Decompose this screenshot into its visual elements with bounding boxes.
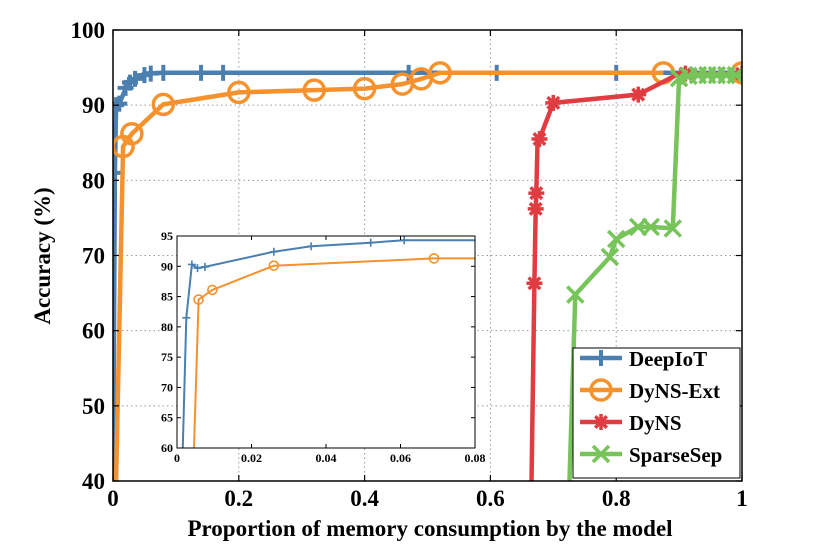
data-point-dyns xyxy=(526,275,543,292)
data-point-dyns-ext xyxy=(352,76,377,101)
inset-y-tick-label: 65 xyxy=(161,411,173,425)
y-tick-label: 70 xyxy=(82,244,105,269)
inset-y-tick-label: 70 xyxy=(161,380,173,394)
inset-y-tick-label: 90 xyxy=(161,259,173,273)
data-point-dyns-ext xyxy=(120,121,144,146)
legend-marker-sparsesep xyxy=(580,444,622,464)
legend-symbol xyxy=(593,414,609,430)
data-point-deepiot xyxy=(193,64,210,81)
x-tick-label: 0.2 xyxy=(224,486,253,511)
inset-y-tick-label: 60 xyxy=(161,441,173,455)
inset-x-tick-label: 0 xyxy=(174,451,180,465)
inset-data-point-deepiot xyxy=(187,260,196,269)
data-point-dyns xyxy=(527,200,544,217)
inset-y-tick-label: 95 xyxy=(161,229,173,243)
inset-data-point-deepiot xyxy=(269,247,278,256)
x-axis-label: Proportion of memory consumption by the … xyxy=(187,516,672,541)
legend-symbol xyxy=(593,350,609,366)
y-axis-label: Accuracy (%) xyxy=(30,187,55,324)
inset-data-point-dyns-ext xyxy=(193,294,204,305)
inset-series xyxy=(181,236,475,448)
data-point-sparsesep xyxy=(726,65,742,85)
data-point-sparsesep xyxy=(600,247,620,267)
legend-label-dyns-ext: DyNS-Ext xyxy=(629,379,720,403)
x-tick-label: 0 xyxy=(107,486,119,511)
inset-x-tick-label: 0.06 xyxy=(390,451,411,465)
data-point-dyns xyxy=(531,130,548,147)
inset-data-point-dyns-ext xyxy=(428,253,440,264)
legend-marker-deepiot xyxy=(580,350,622,366)
inset-ticks: 60 65 70 75 80 85 90 95 0 0.02 0.04 0.06 0.08 xyxy=(161,229,486,465)
data-point-dyns xyxy=(545,94,562,111)
legend-marker-dyns-ext xyxy=(580,378,622,402)
data-point-dyns-ext xyxy=(151,92,176,117)
data-point-dyns xyxy=(630,86,647,103)
x-tick-label: 1 xyxy=(736,486,748,511)
legend-label-sparsesep: SparseSep xyxy=(629,443,722,467)
data-point-dyns-ext xyxy=(428,61,452,85)
inset-data-point-deepiot xyxy=(182,313,191,322)
legend-entry-dyns-ext: DyNS-Ext xyxy=(580,378,720,403)
inset-data-point-dyns-ext xyxy=(268,260,280,271)
data-point-dyns-ext xyxy=(227,80,251,105)
legend-entry-sparsesep: SparseSep xyxy=(580,443,722,467)
inset-series-line-dyns-ext xyxy=(192,257,475,448)
inset-data-point-deepiot xyxy=(400,236,409,245)
data-point-dyns xyxy=(528,185,545,202)
data-point-sparsesep xyxy=(641,217,661,237)
data-point-deepiot xyxy=(113,164,123,181)
inset-data-point-dyns-ext xyxy=(207,284,218,296)
legend: DeepIoT DyNS-Ext DyNS SparseSep xyxy=(572,347,741,479)
legend-label-dyns: DyNS xyxy=(629,411,682,435)
data-point-deepiot xyxy=(127,70,144,87)
y-tick-label: 50 xyxy=(82,394,105,419)
main-ticks: 40 50 60 70 80 90 100 0 0.2 0.4 0.6 0.8 1 xyxy=(71,18,748,511)
legend-label-deepiot: DeepIoT xyxy=(629,347,707,371)
inset-x-tick-label: 0.04 xyxy=(316,451,337,465)
data-point-deepiot xyxy=(113,95,128,112)
data-point-sparsesep xyxy=(566,285,585,304)
inset-data-point-deepiot xyxy=(193,264,202,273)
inset-y-tick-label: 80 xyxy=(161,320,173,334)
series-line-dyns-ext xyxy=(113,70,664,481)
data-point-deepiot xyxy=(215,64,232,81)
legend-symbol xyxy=(589,378,613,402)
inset-background xyxy=(177,236,475,448)
inset-data-point-deepiot xyxy=(200,262,209,271)
legend-symbol xyxy=(591,444,611,464)
x-tick-label: 0.8 xyxy=(602,486,631,511)
y-tick-label: 90 xyxy=(82,93,105,118)
legend-entry-deepiot: DeepIoT xyxy=(580,347,707,371)
inset-x-tick-label: 0.02 xyxy=(241,451,262,465)
data-point-deepiot xyxy=(155,64,172,81)
inset-data-point-deepiot xyxy=(307,242,316,251)
y-tick-label: 60 xyxy=(82,319,105,344)
y-tick-label: 80 xyxy=(82,168,105,193)
y-tick-label: 100 xyxy=(71,18,106,43)
legend-entry-dyns: DyNS xyxy=(580,411,682,435)
x-tick-label: 0.4 xyxy=(350,486,379,511)
inset-y-tick-label: 85 xyxy=(161,290,173,304)
inset-data-point-deepiot xyxy=(366,238,375,247)
data-point-dyns-ext xyxy=(302,78,327,102)
inset-x-tick-label: 0.08 xyxy=(465,451,486,465)
inset-series-line-deepiot xyxy=(181,239,475,448)
data-point-sparsesep xyxy=(663,219,683,238)
legend-marker-dyns xyxy=(580,414,622,430)
x-tick-label: 0.6 xyxy=(476,486,505,511)
inset-y-tick-label: 75 xyxy=(161,350,173,364)
y-tick-label: 40 xyxy=(82,469,105,494)
data-point-sparsesep xyxy=(606,229,626,249)
